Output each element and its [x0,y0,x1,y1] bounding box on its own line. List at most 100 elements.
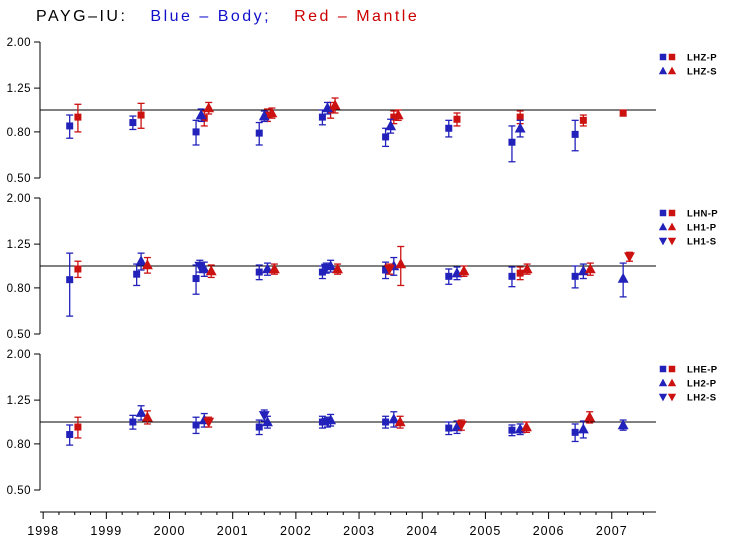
data-point [516,113,524,121]
data-point [258,411,270,422]
data-point [74,113,82,121]
data-point [516,269,524,277]
data-point [617,419,629,430]
data-point [255,129,263,137]
title-station: PAYG–IU: [36,8,128,25]
y-tick-label: 0.50 [7,173,31,185]
legend-marker [667,222,677,231]
data-point [133,270,141,278]
y-tick-label: 1.25 [7,395,31,407]
legend-marker [659,209,667,217]
legend-marker [668,209,676,217]
data-point [451,421,463,432]
data-point [508,138,516,146]
data-point [322,102,333,113]
title-mantle-label: Red – Mantle [294,8,420,25]
x-tick-label: 2006 [533,524,565,538]
data-point [194,261,206,272]
y-tick-label: 0.80 [7,127,31,139]
legend-label: LH1-P [687,223,717,234]
y-tick-label: 2.00 [7,349,31,361]
y-tick-label: 0.50 [7,329,31,341]
data-point [318,268,326,276]
x-tick-label: 2007 [596,524,628,538]
x-tick-label: 2003 [343,524,375,538]
data-point [617,272,629,283]
y-tick-label: 2.00 [7,37,31,49]
data-point [571,428,579,436]
data-point [318,418,326,426]
legend-marker [667,237,677,246]
x-tick-label: 2000 [154,524,186,538]
data-point [66,122,74,130]
data-point [383,264,395,275]
legend-marker [658,66,668,75]
data-point [521,263,533,274]
data-point [458,265,470,276]
data-point [141,259,153,270]
data-point [203,417,215,428]
data-point [137,111,145,119]
data-point [318,113,326,121]
data-point [382,418,390,426]
data-point [263,111,271,119]
data-point [332,263,344,274]
legend-label: LHN-P [687,209,718,220]
data-point [394,416,406,427]
data-point [455,420,467,431]
data-point [445,124,453,132]
y-tick-label: 0.80 [7,283,31,295]
data-point [508,272,516,280]
data-point [390,113,398,121]
data-point [262,263,273,274]
data-point [74,265,82,273]
data-point [445,272,453,280]
legend-label: LH2-S [687,393,716,404]
data-point [508,426,516,434]
data-point [66,431,74,439]
legend-marker [667,66,677,75]
data-point [135,406,147,417]
legend-label: LHZ-P [687,53,717,64]
data-point [135,255,147,266]
x-tick-label: 2005 [470,524,502,538]
data-point [322,417,333,428]
data-point [268,263,280,274]
data-point [192,421,200,429]
data-point [514,122,526,133]
data-point [584,263,596,274]
data-point [619,109,627,117]
data-point [141,411,153,422]
data-point [624,252,635,263]
legend-marker [659,53,667,61]
data-point [571,130,579,138]
data-point [258,110,270,121]
data-point [521,421,532,432]
data-point [577,423,589,434]
y-tick-label: 1.25 [7,83,31,95]
data-point [388,413,400,424]
x-tick-label: 2001 [217,524,249,538]
legend-marker [658,222,668,231]
legend-marker [667,378,677,387]
legend-marker [667,393,677,402]
data-point [579,116,587,124]
legend-label: LH1-S [687,237,716,248]
legend-label: LHZ-S [687,67,717,78]
legend-label: LHE-P [687,365,718,376]
data-point [392,109,404,120]
data-point [66,276,74,284]
data-point [255,423,263,431]
data-point [584,411,596,422]
data-point [266,107,278,118]
data-point [453,115,461,123]
data-point [382,266,390,274]
x-tick-label: 2004 [406,524,438,538]
data-point [129,119,137,127]
data-point [571,272,579,280]
x-tick-label: 2002 [280,524,312,538]
data-point [445,424,453,432]
legend-marker [658,393,668,402]
